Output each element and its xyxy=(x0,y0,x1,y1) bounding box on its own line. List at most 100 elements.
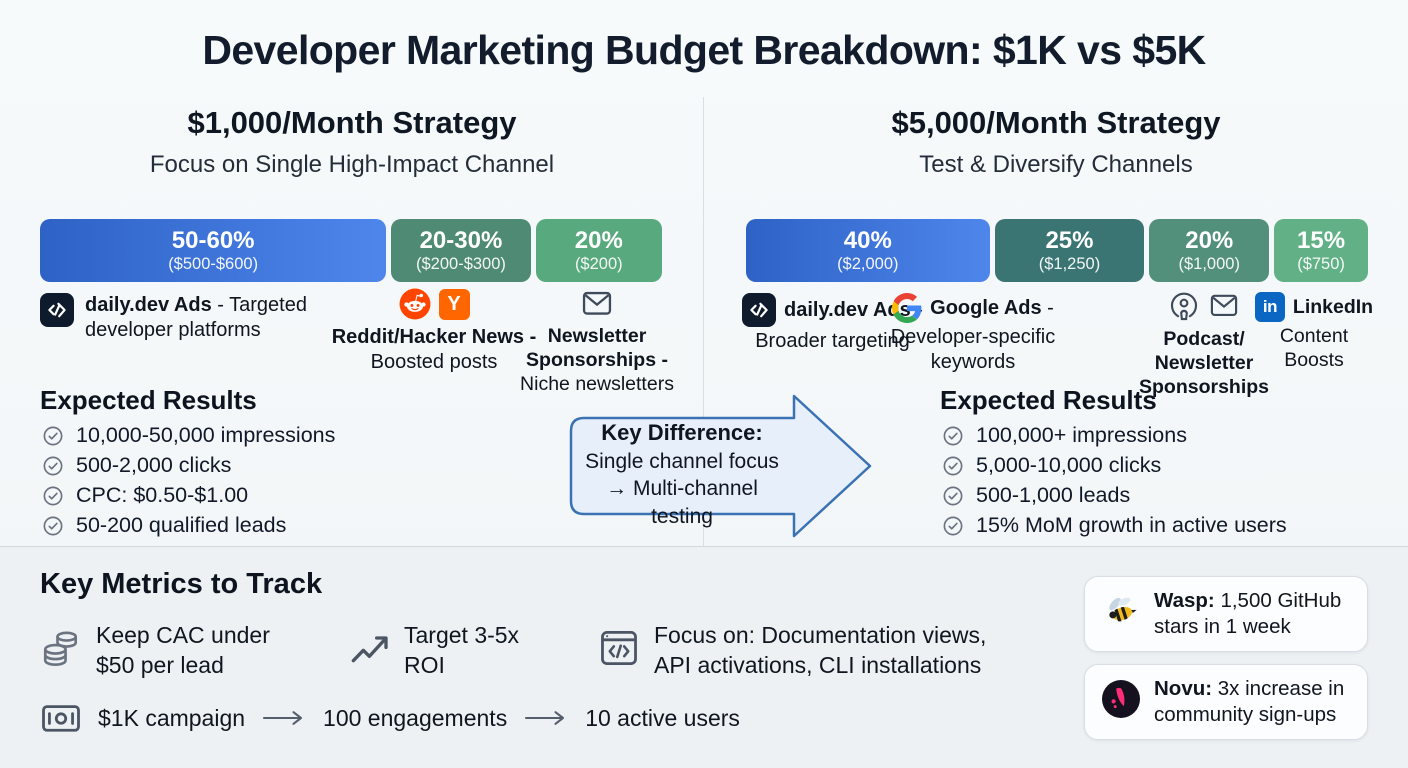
result-text: 10,000-50,000 impressions xyxy=(76,423,336,447)
novu-logo-icon xyxy=(1101,679,1141,726)
left-budget-bars: 50-60% ($500-$600) 20-30% ($200-$300) 20… xyxy=(40,219,662,282)
bar-amount: ($1,250) xyxy=(1038,255,1101,273)
metric-text: Keep CAC under $50 per lead xyxy=(96,622,270,678)
envelope-icon xyxy=(582,291,612,315)
result-text: CPC: $0.50-$1.00 xyxy=(76,483,249,507)
check-circle-icon xyxy=(943,516,963,535)
budget-bar: 50-60% ($500-$600) xyxy=(40,219,387,282)
channel-reddit-hn: Y Reddit/Hacker News - Boosted posts xyxy=(325,288,543,375)
case-study-text: Novu: 3x increase in community sign-ups xyxy=(1154,677,1345,726)
bar-percent: 40% xyxy=(843,227,892,254)
daily-dev-logo-icon xyxy=(742,293,777,327)
bar-percent: 20% xyxy=(1185,227,1234,254)
hacker-news-logo-icon: Y xyxy=(438,288,470,320)
budget-bar: 20-30% ($200-$300) xyxy=(391,219,531,282)
budget-bar: 40% ($2,000) xyxy=(746,219,990,282)
case-study-text: Wasp: 1,500 GitHub stars in 1 week xyxy=(1154,589,1342,638)
envelope-icon xyxy=(1210,294,1238,316)
check-circle-icon xyxy=(943,456,963,475)
result-item: 5,000-10,000 clicks xyxy=(942,453,1287,478)
bar-percent: 20% xyxy=(574,227,623,254)
channel-label: Boosts xyxy=(1284,349,1344,371)
channel-label: Boosted posts xyxy=(370,351,498,373)
result-text: 15% MoM growth in active users xyxy=(976,513,1287,537)
bar-percent: 50-60% xyxy=(171,227,255,254)
check-circle-icon xyxy=(43,486,63,505)
bar-amount: ($1,000) xyxy=(1178,255,1240,273)
channel-label: Niche newsletters xyxy=(520,373,674,395)
channel-label: Content xyxy=(1279,325,1349,347)
case-study-wasp: Wasp: 1,500 GitHub stars in 1 week xyxy=(1084,576,1368,652)
check-circle-icon xyxy=(43,456,63,475)
bar-percent: 25% xyxy=(1045,227,1094,254)
channel-newsletter: Newsletter Sponsorships - Niche newslett… xyxy=(513,289,681,396)
bar-amount: ($750) xyxy=(1297,255,1345,273)
channel-label-bold: Sponsorships - xyxy=(526,349,668,371)
result-item: 50-200 qualified leads xyxy=(42,513,335,538)
channel-label-bold: Newsletter xyxy=(547,325,647,347)
case-study-novu: Novu: 3x increase in community sign-ups xyxy=(1084,664,1368,740)
bar-percent: 20-30% xyxy=(419,227,503,254)
result-item: 10,000-50,000 impressions xyxy=(42,423,335,448)
channel-daily-dev-right: daily.dev Ads - Broader targeting xyxy=(740,293,925,354)
right-results-heading: Expected Results xyxy=(940,385,1157,415)
right-budget-bars: 40% ($2,000) 25% ($1,250) 20% ($1,000) 1… xyxy=(746,219,1368,282)
channel-label: Broader targeting xyxy=(755,330,910,352)
metric-text: Focus on: Documentation views, API activa… xyxy=(654,622,987,678)
budget-bar: 15% ($750) xyxy=(1274,219,1368,282)
key-difference-line2: Multi-channel testing xyxy=(632,477,758,528)
channel-label-bold: Podcast/ xyxy=(1163,328,1245,350)
channel-label-bold: Sponsorships xyxy=(1138,376,1270,398)
channel-podcast-newsletter: Podcast/ Newsletter Sponsorships xyxy=(1133,290,1275,399)
result-item: 500-1,000 leads xyxy=(942,483,1287,508)
arrow-right-glyph: → xyxy=(606,477,633,500)
campaign-flow: $1K campaign 100 engagements 10 active u… xyxy=(40,701,740,735)
result-text: 500-2,000 clicks xyxy=(76,453,232,477)
key-difference-text: Key Difference: Single channel focus → M… xyxy=(576,419,788,530)
column-divider xyxy=(703,97,704,546)
left-results-heading: Expected Results xyxy=(40,385,257,415)
channel-label-bold: Google Ads - xyxy=(930,296,1054,319)
bar-amount: ($2,000) xyxy=(837,255,899,273)
budget-bar: 25% ($1,250) xyxy=(994,219,1145,282)
result-text: 100,000+ impressions xyxy=(976,423,1187,447)
channel-label-bold: Newsletter xyxy=(1154,352,1254,374)
bar-amount: ($200-$300) xyxy=(416,255,506,273)
check-circle-icon xyxy=(43,516,63,535)
key-metrics-heading: Key Metrics to Track xyxy=(40,568,323,600)
google-logo-icon xyxy=(892,293,922,323)
key-difference-callout xyxy=(568,390,876,547)
flow-step: 10 active users xyxy=(585,704,740,731)
channel-label: Developer-specific xyxy=(890,326,1056,348)
linkedin-logo-icon: in xyxy=(1254,292,1285,322)
metric-cac: Keep CAC under $50 per lead xyxy=(40,620,270,681)
metric-focus: Focus on: Documentation views, API activa… xyxy=(598,620,986,680)
budget-bar: 20% ($200) xyxy=(535,219,662,282)
check-circle-icon xyxy=(43,426,63,445)
bar-amount: ($500-$600) xyxy=(168,255,259,273)
code-window-icon xyxy=(598,628,640,675)
bar-amount: ($200) xyxy=(574,255,623,273)
trending-up-icon xyxy=(350,634,390,671)
banknote-icon xyxy=(40,701,82,735)
flow-step: $1K campaign xyxy=(98,704,246,731)
key-difference-title: Key Difference: xyxy=(601,420,763,445)
podcast-icon xyxy=(1170,292,1198,321)
metric-roi: Target 3-5x ROI xyxy=(350,620,519,680)
channel-label-bold: LinkedIn xyxy=(1292,296,1374,318)
flow-step: 100 engagements xyxy=(323,704,508,731)
left-column-heading: $1,000/Month Strategy xyxy=(187,105,517,140)
page-title: Developer Marketing Budget Breakdown: $1… xyxy=(202,27,1206,73)
channel-google-ads: Google Ads - Developer-specific keywords xyxy=(878,293,1068,375)
channel-daily-dev-left: daily.dev Ads - Targeted developer platfo… xyxy=(40,293,308,343)
bar-percent: 15% xyxy=(1297,227,1346,254)
coins-icon xyxy=(40,626,82,681)
right-column-subtitle: Test & Diversify Channels xyxy=(919,151,1193,178)
channel-label: keywords xyxy=(930,351,1016,373)
channel-label: daily.dev Ads - Targeted developer platfo… xyxy=(85,294,307,341)
result-text: 500-1,000 leads xyxy=(976,483,1131,507)
result-item: 500-2,000 clicks xyxy=(42,453,335,478)
budget-bar: 20% ($1,000) xyxy=(1149,219,1270,282)
channel-linkedin: in LinkedIn Content Boosts xyxy=(1243,292,1385,372)
